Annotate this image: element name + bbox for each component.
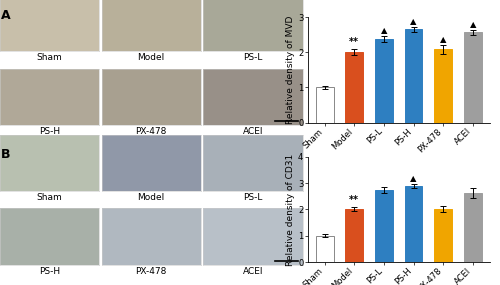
Text: ▲: ▲ bbox=[410, 17, 417, 26]
Text: Model: Model bbox=[138, 53, 165, 62]
Bar bbox=[404, 186, 422, 262]
Bar bbox=[375, 39, 393, 123]
Bar bbox=[316, 87, 334, 123]
Y-axis label: Relative density of MVD: Relative density of MVD bbox=[286, 16, 295, 124]
Text: PS-H: PS-H bbox=[39, 267, 60, 276]
Bar bbox=[464, 32, 481, 123]
Text: ▲: ▲ bbox=[440, 35, 446, 44]
Text: PS-L: PS-L bbox=[243, 53, 262, 62]
Bar bbox=[434, 49, 452, 123]
Text: **: ** bbox=[350, 37, 360, 47]
Text: ▲: ▲ bbox=[380, 26, 387, 35]
Bar bbox=[316, 236, 334, 262]
Bar bbox=[346, 52, 363, 123]
Text: **: ** bbox=[350, 195, 360, 205]
Text: Model: Model bbox=[138, 193, 165, 202]
Text: PX-478: PX-478 bbox=[136, 267, 167, 276]
Text: ▲: ▲ bbox=[470, 20, 476, 29]
Text: B: B bbox=[0, 148, 10, 161]
Bar bbox=[434, 209, 452, 262]
Text: ACEI: ACEI bbox=[242, 127, 263, 136]
Text: Sham: Sham bbox=[36, 193, 62, 202]
Y-axis label: Relative density of CD31: Relative density of CD31 bbox=[286, 153, 295, 266]
Bar bbox=[404, 29, 422, 123]
Text: ACEI: ACEI bbox=[242, 267, 263, 276]
Text: PS-H: PS-H bbox=[39, 127, 60, 136]
Bar bbox=[375, 190, 393, 262]
Text: PS-L: PS-L bbox=[243, 193, 262, 202]
Text: PX-478: PX-478 bbox=[136, 127, 167, 136]
Text: A: A bbox=[0, 9, 10, 22]
Bar bbox=[464, 193, 481, 262]
Text: Sham: Sham bbox=[36, 53, 62, 62]
Bar bbox=[346, 209, 363, 262]
Text: ▲: ▲ bbox=[410, 174, 417, 183]
